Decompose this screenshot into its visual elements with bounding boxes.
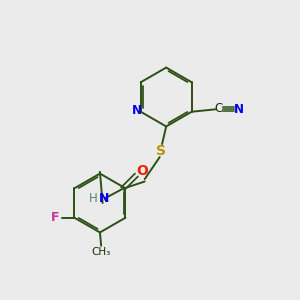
Text: H: H — [89, 192, 98, 205]
Text: N: N — [99, 192, 109, 206]
Text: N: N — [132, 104, 142, 117]
Text: F: F — [51, 211, 60, 224]
Text: O: O — [136, 164, 148, 178]
Text: CH₃: CH₃ — [92, 248, 111, 257]
Text: S: S — [156, 144, 166, 158]
Text: C: C — [214, 102, 222, 115]
Text: N: N — [234, 103, 244, 116]
